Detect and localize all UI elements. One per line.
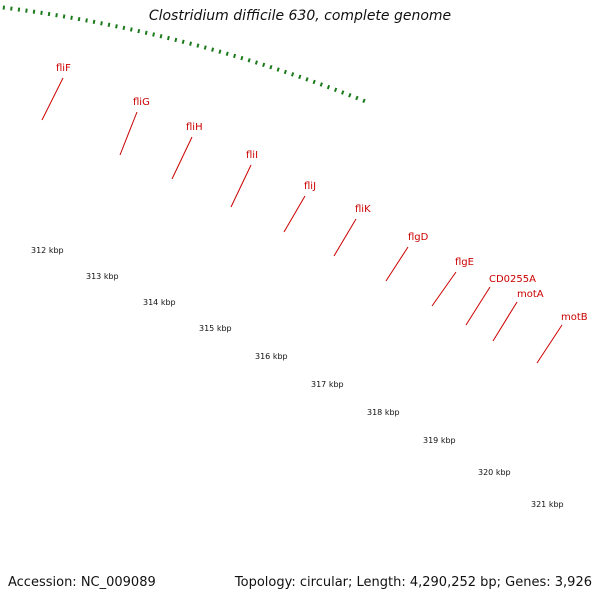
scale-dot: [115, 24, 118, 29]
scale-dot: [326, 84, 331, 90]
gene-label-flij: fliJ: [304, 181, 316, 192]
scale-dot: [55, 13, 58, 18]
map-title: Clostridium difficile 630, complete geno…: [148, 8, 452, 24]
scale-dot: [100, 21, 103, 26]
gene-leader-line: [465, 286, 491, 326]
scale-labels: 312 kbp 313 kbp 314 kbp 315 kbp 316 kbp 317 k…: [31, 246, 564, 509]
genome-summary-text: Topology: circular; Length: 4,290,252 bp…: [234, 575, 592, 590]
scale-dot: [144, 30, 148, 35]
gene-leader-line: [230, 164, 252, 208]
gene-leader-line: [333, 218, 357, 257]
scale-dot: [2, 5, 6, 10]
scale-label: 315 kbp: [199, 324, 232, 333]
scale-dot: [355, 95, 359, 101]
scale-dot: [203, 45, 207, 50]
scale-dot: [262, 62, 266, 68]
gene-label-flii: fliI: [246, 150, 258, 161]
scale-label: 320 kbp: [478, 468, 511, 477]
gene-label-flif: fliF: [56, 63, 71, 74]
scale-dot: [122, 25, 126, 31]
scale-dot: [32, 9, 36, 14]
gene-leader-line: [283, 195, 306, 233]
gene-label-flik: fliK: [355, 204, 371, 215]
gene-label-lines: [41, 77, 563, 364]
scale-dot: [92, 19, 96, 25]
scale-dot: [159, 34, 163, 39]
scale-dot: [269, 64, 273, 70]
scale-dot: [25, 8, 28, 13]
scale-dot: [129, 27, 133, 32]
scale-dot: [233, 53, 237, 59]
scale-dot: [276, 67, 280, 72]
gene-labels: fliF fliG fliH fliI fliJ fliK flgD flgE CD0255A m…: [56, 63, 588, 323]
scale-dot: [107, 22, 111, 27]
scale-label: 319 kbp: [423, 436, 456, 445]
scale-label: 312 kbp: [31, 246, 64, 255]
scale-dot: [305, 77, 309, 82]
scale-dot: [291, 72, 295, 77]
scale-dot: [283, 69, 287, 75]
scale-dot: [362, 98, 366, 104]
scale-dot: [17, 7, 21, 12]
gene-leader-line: [41, 77, 64, 121]
scale-dot: [218, 49, 222, 54]
scale-dot: [181, 39, 185, 44]
scale-dot: [152, 32, 156, 37]
gene-label-flge: flgE: [455, 257, 474, 268]
scale-dot: [240, 55, 244, 61]
gene-leader-line: [385, 246, 409, 282]
scale-dot: [10, 6, 13, 11]
scale-dot: [254, 60, 258, 65]
gene-leader-line: [171, 136, 193, 180]
scale-label: 316 kbp: [255, 352, 288, 361]
gene-label-cd0255a: CD0255A: [489, 274, 536, 285]
scale-dot: [47, 11, 51, 17]
scale-dot: [40, 10, 43, 15]
scale-dot: [211, 47, 215, 52]
scale-dot: [77, 16, 81, 22]
accession-text: Accession: NC_009089: [8, 575, 156, 590]
gene-label-mota: motA: [517, 289, 544, 300]
gene-leader-line: [119, 111, 138, 156]
scale-dot: [166, 35, 170, 41]
scale-dot: [341, 90, 345, 95]
scale-dot: [62, 14, 66, 19]
scale-dot: [298, 74, 302, 80]
gene-label-flih: fliH: [186, 122, 203, 133]
scale-dot: [247, 58, 251, 63]
scale-dot: [225, 51, 229, 56]
scale-label: 321 kbp: [531, 500, 564, 509]
scale-dot: [319, 82, 323, 87]
scale-dot: [333, 87, 338, 93]
scale-dots: [2, 5, 366, 104]
scale-dot: [174, 37, 178, 43]
gene-leader-line: [536, 324, 563, 364]
gene-leader-line: [492, 301, 518, 342]
scale-label: 314 kbp: [143, 298, 176, 307]
scale-dot: [85, 18, 88, 23]
scale-label: 313 kbp: [86, 272, 119, 281]
scale-label: 318 kbp: [367, 408, 400, 417]
gene-leader-line: [431, 271, 457, 307]
scale-dot: [312, 79, 316, 85]
scale-dot: [196, 43, 200, 48]
gene-label-flgd: flgD: [408, 232, 429, 243]
scale-label: 317 kbp: [311, 380, 344, 389]
scale-dot: [348, 93, 352, 98]
gene-label-flig: fliG: [133, 97, 150, 108]
scale-dot: [189, 41, 193, 46]
gene-label-motb: motB: [561, 312, 588, 323]
scale-dot: [70, 15, 73, 20]
scale-dot: [137, 28, 141, 34]
